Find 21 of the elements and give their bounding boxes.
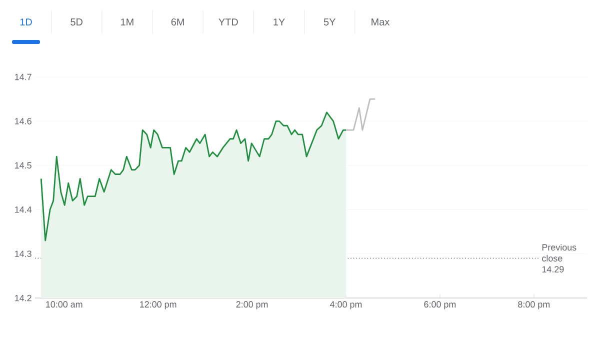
y-tick-label: 14.5 [15, 162, 32, 169]
ref-line-label: Previous close 14.29 [542, 244, 576, 272]
y-tick-label: 14.4 [15, 206, 32, 213]
y-tick-label: 14.3 [15, 250, 32, 257]
text: 1Y [274, 18, 285, 26]
x-tick-label: 8:00 pm [518, 301, 550, 310]
text: Max [372, 18, 390, 26]
y-tick-label: 14.2 [15, 294, 32, 302]
x-tick-label: 4:00 pm [330, 301, 362, 310]
y-tick-label: 14.6 [15, 118, 32, 124]
text: 1D [20, 18, 32, 26]
text: YTD [218, 18, 238, 26]
text: 1M [121, 18, 134, 26]
x-tick-label: 6:00 pm [424, 301, 456, 310]
y-tick-label: 14.7 [15, 74, 32, 80]
text: 5Y [324, 18, 336, 26]
text: 6M [171, 18, 184, 26]
text: 5D [70, 18, 82, 26]
x-tick-label: 2:00 pm [236, 301, 268, 310]
x-tick-label: 10:00 am [46, 301, 82, 308]
x-tick-label: 12:00 pm [140, 301, 176, 310]
